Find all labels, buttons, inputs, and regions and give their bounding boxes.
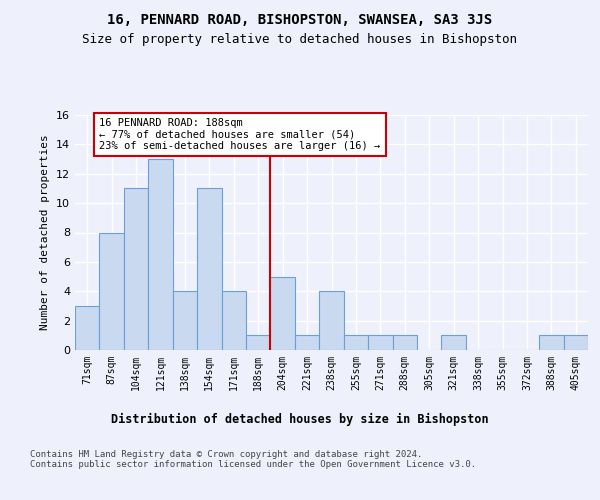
Text: Distribution of detached houses by size in Bishopston: Distribution of detached houses by size … — [111, 412, 489, 426]
Bar — [563, 336, 588, 350]
Bar — [442, 336, 466, 350]
Bar — [221, 291, 246, 350]
Bar — [539, 336, 563, 350]
Bar — [75, 306, 100, 350]
Bar — [246, 336, 271, 350]
Bar — [100, 232, 124, 350]
Y-axis label: Number of detached properties: Number of detached properties — [40, 134, 50, 330]
Text: Contains HM Land Registry data © Crown copyright and database right 2024.
Contai: Contains HM Land Registry data © Crown c… — [30, 450, 476, 469]
Text: 16, PENNARD ROAD, BISHOPSTON, SWANSEA, SA3 3JS: 16, PENNARD ROAD, BISHOPSTON, SWANSEA, S… — [107, 12, 493, 26]
Bar — [124, 188, 148, 350]
Bar — [392, 336, 417, 350]
Bar — [344, 336, 368, 350]
Bar — [173, 291, 197, 350]
Bar — [271, 276, 295, 350]
Text: Size of property relative to detached houses in Bishopston: Size of property relative to detached ho… — [83, 32, 517, 46]
Bar — [148, 159, 173, 350]
Bar — [197, 188, 221, 350]
Bar — [319, 291, 344, 350]
Bar — [295, 336, 319, 350]
Text: 16 PENNARD ROAD: 188sqm
← 77% of detached houses are smaller (54)
23% of semi-de: 16 PENNARD ROAD: 188sqm ← 77% of detache… — [100, 118, 380, 151]
Bar — [368, 336, 392, 350]
